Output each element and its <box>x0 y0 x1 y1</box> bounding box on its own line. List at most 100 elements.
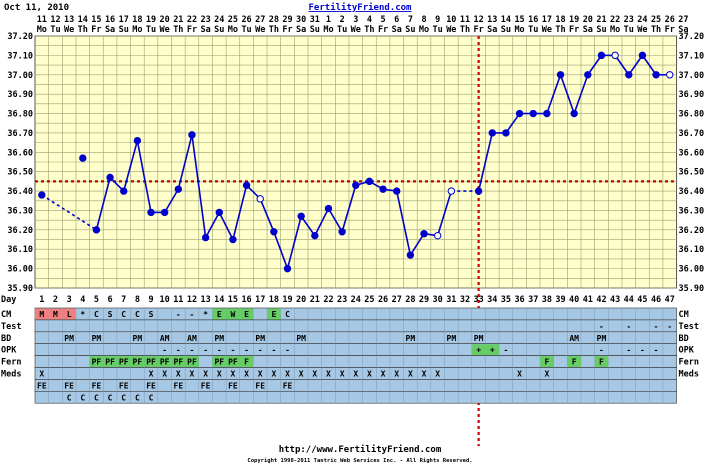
x-date-label: 20 <box>583 15 593 25</box>
temp-point <box>38 191 46 199</box>
temp-point <box>229 235 237 244</box>
day-number: 18 <box>269 295 279 305</box>
day-number: 5 <box>94 295 99 305</box>
day-number: 30 <box>433 295 443 305</box>
row-cell-value: X <box>367 370 372 379</box>
row-cell-value: X <box>517 370 522 379</box>
row-cell-value: * <box>203 310 208 319</box>
temp-point <box>474 187 483 195</box>
row-cell-value: - <box>203 346 208 355</box>
temp-point <box>433 231 442 240</box>
day-number: 9 <box>148 295 153 305</box>
temp-point <box>147 208 155 217</box>
row-cell-value: X <box>326 370 331 379</box>
x-date-label: 22 <box>187 15 197 25</box>
temp-point <box>92 226 101 234</box>
y-tick-right: 36.60 <box>679 148 705 158</box>
x-weekday-label: Su <box>119 25 129 35</box>
x-weekday-label: Th <box>173 25 183 35</box>
x-weekday-label: Su <box>405 25 415 35</box>
row-cell-value: X <box>340 370 345 379</box>
row-cell-value: FE <box>201 381 211 390</box>
temp-point <box>201 233 210 242</box>
row-cell-value: - <box>271 346 276 355</box>
row-cell-value: PF <box>160 358 170 367</box>
y-tick-right: 36.10 <box>679 245 705 255</box>
row-cell-value: - <box>190 310 195 319</box>
temp-point <box>352 181 360 189</box>
row-cell-value: PF <box>174 358 184 367</box>
x-date-label: 2 <box>340 15 345 25</box>
row-cell-value: W <box>231 310 236 319</box>
x-weekday-label: Su <box>310 25 320 35</box>
x-date-label: 9 <box>435 15 440 25</box>
y-tick-left: 35.90 <box>7 284 33 294</box>
x-weekday-label: Mo <box>514 25 524 35</box>
x-date-label: 13 <box>64 15 74 25</box>
day-number: 6 <box>108 295 113 305</box>
temp-point <box>638 51 647 60</box>
temp-point <box>529 109 537 118</box>
cell-highlight-green <box>212 308 227 320</box>
row-cell-value: - <box>626 322 631 331</box>
row-cell-value: X <box>271 370 276 379</box>
row-cell-value: PF <box>214 358 224 367</box>
y-tick-right: 35.90 <box>679 284 705 294</box>
temp-segment <box>641 54 657 76</box>
row-cell-value: + <box>490 346 495 355</box>
row-label-right: Fern <box>679 358 699 368</box>
cell-highlight-green <box>594 356 609 367</box>
row-cell-value: L <box>67 310 72 319</box>
temp-segment <box>505 113 521 134</box>
day-number: 3 <box>67 295 72 305</box>
day-number: 35 <box>501 295 511 305</box>
day-number: 4 <box>80 295 85 305</box>
y-tick-right: 37.00 <box>679 71 705 81</box>
temp-segment <box>327 208 343 233</box>
row-cell-value: C <box>67 393 72 402</box>
x-weekday-label: Th <box>269 25 279 35</box>
temp-segment <box>341 185 357 233</box>
day-number: 37 <box>528 295 538 305</box>
temp-point <box>406 251 415 259</box>
temp-segment <box>122 140 139 192</box>
row-cell-value: PM <box>597 334 607 343</box>
x-date-label: 17 <box>542 15 552 25</box>
day-number: 44 <box>624 295 634 305</box>
temp-point <box>365 177 374 186</box>
y-tick-right: 36.90 <box>679 90 705 100</box>
x-date-label: 1 <box>326 15 331 25</box>
cell-highlight-green <box>116 356 131 367</box>
temp-segment <box>314 208 330 237</box>
row-cell-value: E <box>271 310 276 319</box>
row-cell-value: - <box>667 322 672 331</box>
row-cell-value: - <box>162 346 167 355</box>
x-weekday-label: Tu <box>433 25 443 35</box>
cell-highlight-green <box>226 308 240 320</box>
row-band <box>34 331 677 344</box>
row-cell-value: - <box>231 346 236 355</box>
row-cell-value: PF <box>105 358 115 367</box>
temp-point <box>106 173 114 182</box>
footer-url[interactable]: http://www.FertilityFriend.com <box>279 444 442 455</box>
row-cell-value: - <box>285 346 290 355</box>
x-date-label: 24 <box>214 15 224 25</box>
day-number: 19 <box>282 295 292 305</box>
day-number: 46 <box>651 295 661 305</box>
row-band <box>34 319 677 333</box>
temp-point <box>379 185 387 193</box>
y-tick-right: 36.80 <box>679 110 705 120</box>
x-date-label: 12 <box>50 15 60 25</box>
row-label-right: Test <box>679 322 699 332</box>
y-tick-right: 36.40 <box>679 187 705 197</box>
x-weekday-label: Su <box>214 25 224 35</box>
x-weekday-label: Sa <box>487 25 497 35</box>
x-weekday-label: Su <box>596 25 606 35</box>
site-title[interactable]: FertilityFriend.com <box>309 2 413 13</box>
row-cell-value: C <box>121 393 126 402</box>
x-date-label: 19 <box>569 15 579 25</box>
x-date-label: 30 <box>296 15 306 25</box>
row-label: Test <box>1 322 21 332</box>
row-cell-value: - <box>626 346 631 355</box>
x-weekday-label: Tu <box>337 25 347 35</box>
